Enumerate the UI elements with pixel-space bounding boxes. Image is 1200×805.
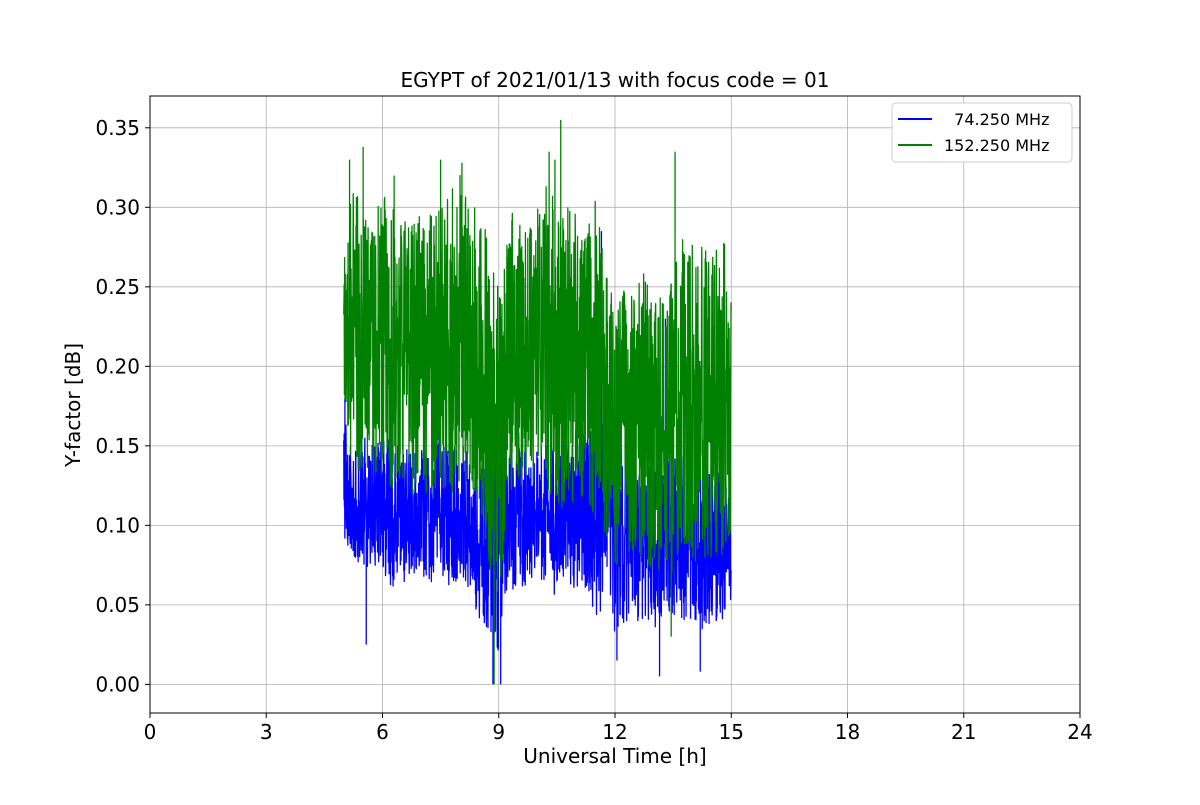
- y-tick-label: 0.30: [95, 195, 140, 219]
- x-axis-label: Universal Time [h]: [523, 744, 706, 768]
- x-tick-label: 6: [376, 720, 389, 744]
- y-tick-label: 0.20: [95, 354, 140, 378]
- y-tick-label: 0.25: [95, 275, 140, 299]
- y-tick-label: 0.00: [95, 672, 140, 696]
- legend-label-74mhz: 74.250 MHz: [944, 110, 1049, 129]
- legend-box: [891, 102, 1073, 163]
- y-axis-label: Y-factor [dB]: [61, 343, 85, 468]
- legend-label-152mhz: 152.250 MHz: [944, 136, 1049, 155]
- x-tick-label: 12: [602, 720, 627, 744]
- chart-title: EGYPT of 2021/01/13 with focus code = 01: [401, 68, 830, 92]
- x-tick-label: 0: [144, 720, 157, 744]
- x-tick-label: 18: [835, 720, 860, 744]
- x-tick-label: 24: [1067, 720, 1092, 744]
- y-tick-label: 0.15: [95, 434, 140, 458]
- y-tick-label: 0.35: [95, 116, 140, 140]
- legend: 74.250 MHz 152.250 MHz: [891, 102, 1073, 163]
- plot-series: [343, 119, 732, 685]
- axis-ticks: 0 3 6 9 12 15 18 21 24 0.00 0.05 0.10 0.15 0.20 0.25 0.…: [95, 116, 1092, 744]
- y-tick-label: 0.10: [95, 513, 140, 537]
- series-line-152mhz: [343, 119, 732, 685]
- x-tick-label: 15: [719, 720, 744, 744]
- x-tick-label: 9: [492, 720, 505, 744]
- x-tick-label: 21: [951, 720, 976, 744]
- x-tick-label: 3: [260, 720, 273, 744]
- y-tick-label: 0.05: [95, 593, 140, 617]
